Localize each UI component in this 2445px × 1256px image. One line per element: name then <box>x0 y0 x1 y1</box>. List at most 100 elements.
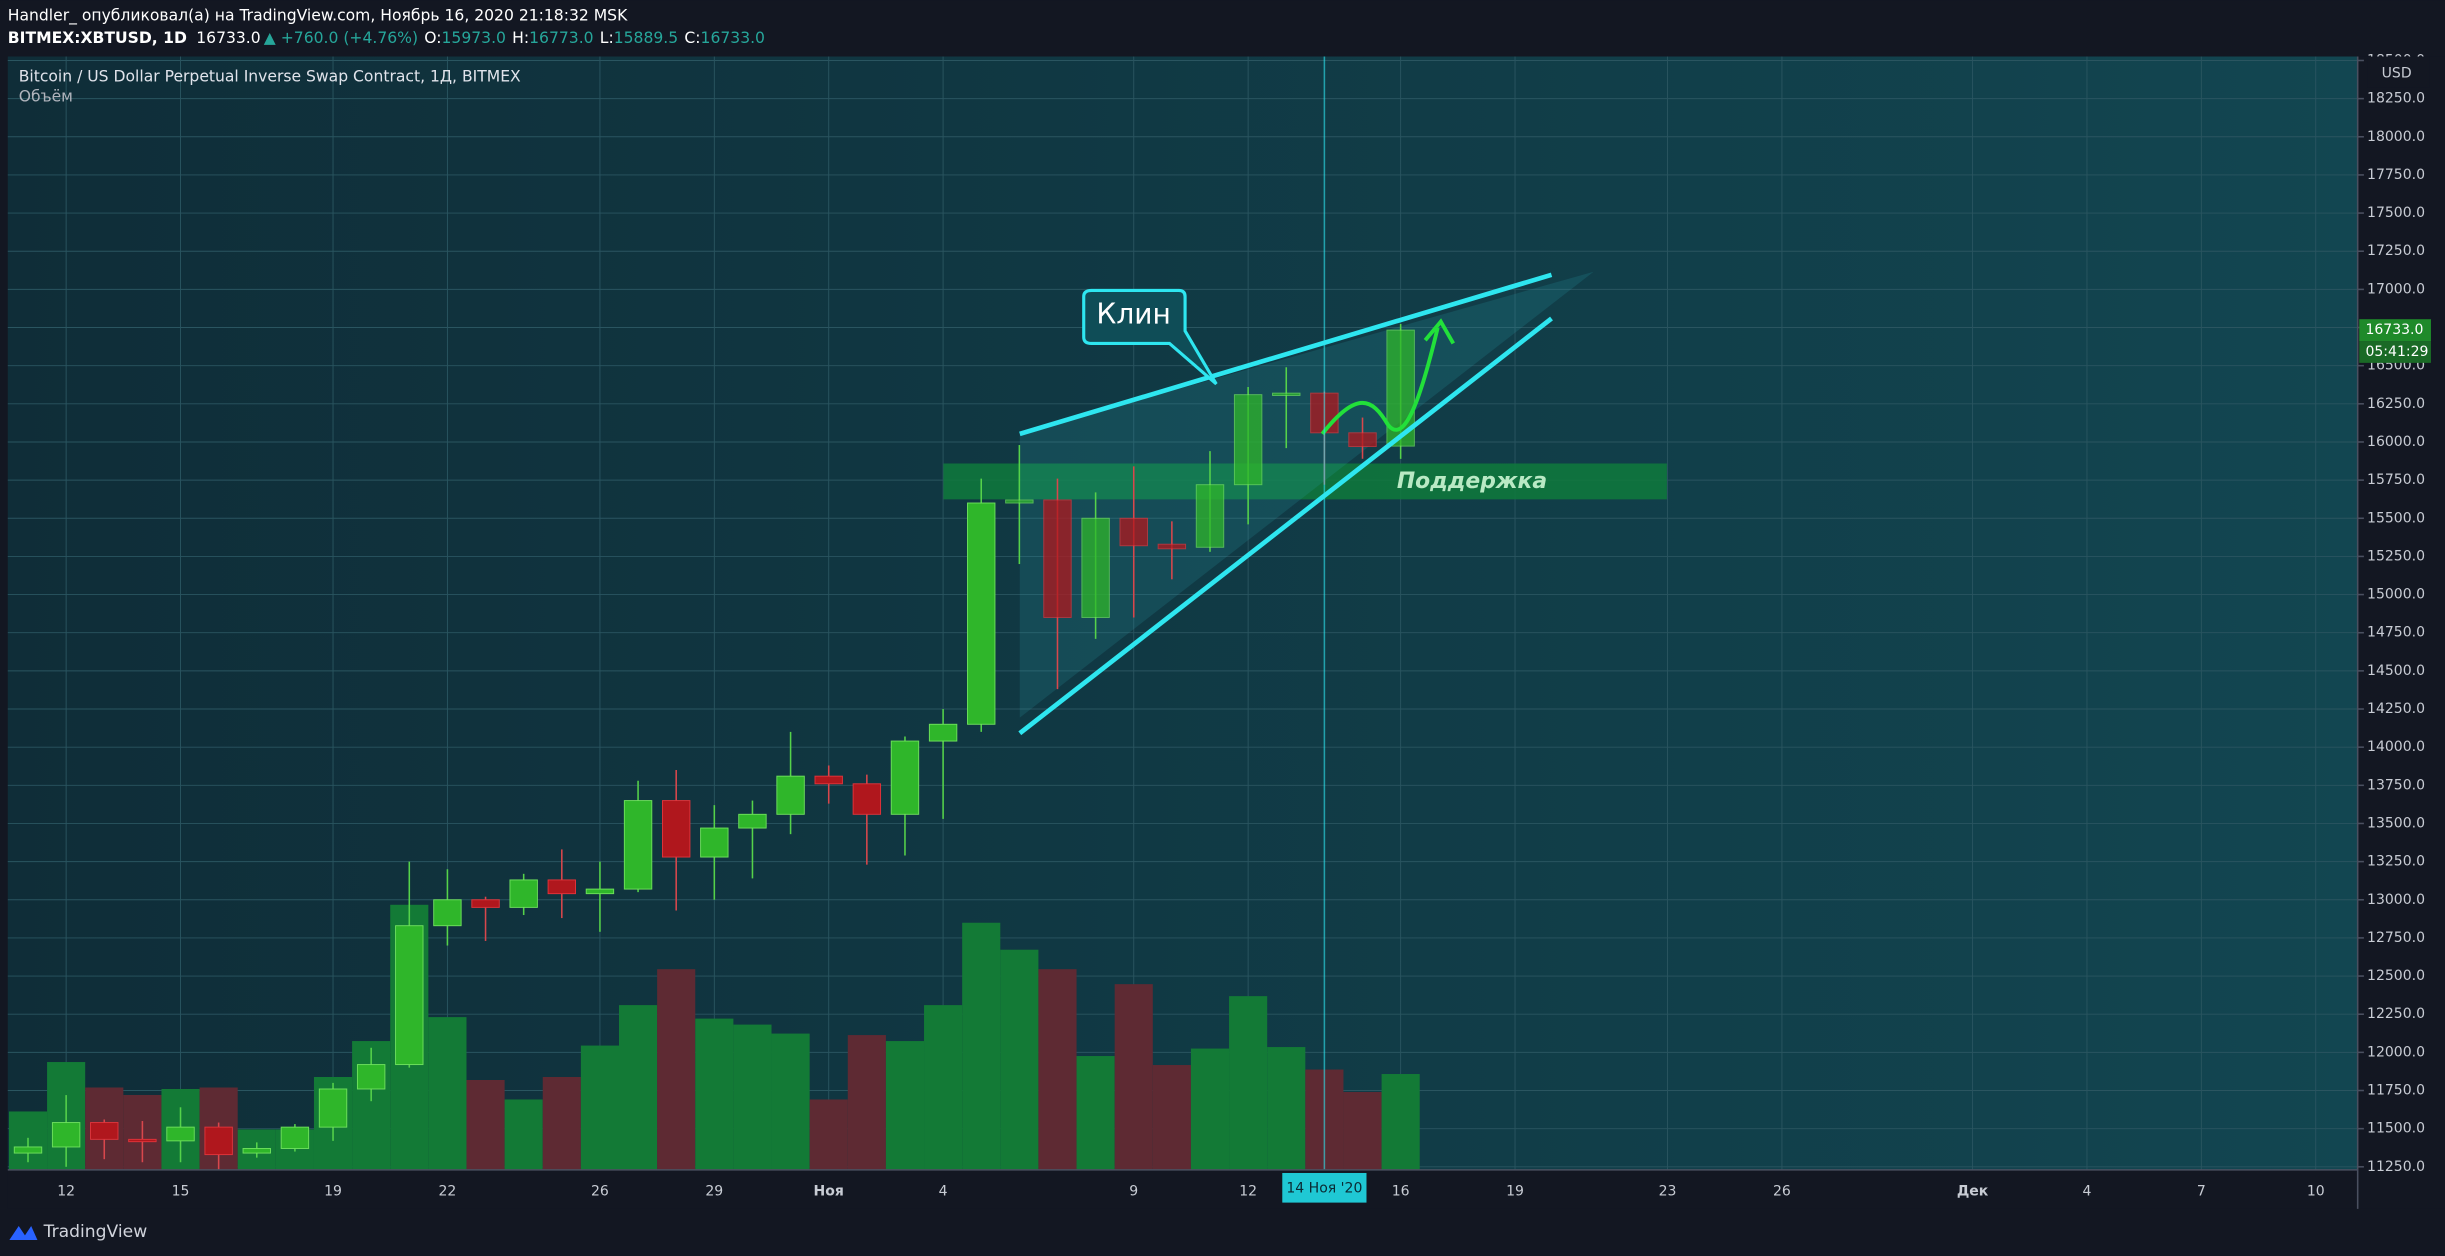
y-tick-label: 15500.0 <box>2367 510 2425 526</box>
chart-title: Bitcoin / US Dollar Perpetual Inverse Sw… <box>19 67 521 85</box>
volume-bar <box>580 1045 620 1170</box>
change: ▲ +760.0 (+4.76%) <box>264 28 418 46</box>
y-tick-label: 18250.0 <box>2367 91 2425 107</box>
candles <box>13 324 1415 1170</box>
volume-bar <box>619 1005 658 1170</box>
x-tick-label: 22 <box>439 1184 457 1200</box>
y-tick-label: 14250.0 <box>2367 701 2425 717</box>
y-tick-label: 13500.0 <box>2367 815 2425 831</box>
volume-bar <box>962 922 1001 1170</box>
candle-body <box>128 1138 157 1143</box>
x-tick-label: 4 <box>2083 1184 2092 1200</box>
x-tick-label: 26 <box>591 1184 609 1200</box>
x-tick-label: 23 <box>1659 1184 1677 1200</box>
x-tick-label: 4 <box>939 1184 948 1200</box>
time-axis <box>7 1169 2358 1209</box>
x-tick-label: 15 <box>172 1184 190 1200</box>
x-tick-label: 7 <box>2197 1184 2206 1200</box>
y-tick-label: 11250.0 <box>2367 1159 2425 1175</box>
y-tick-label: 15750.0 <box>2367 472 2425 488</box>
brand: TradingView <box>43 1222 148 1242</box>
arrow-head <box>1423 318 1455 345</box>
y-tick-label: 13750.0 <box>2367 777 2425 793</box>
candle-body <box>776 775 805 815</box>
projection-arrow <box>1320 327 1440 436</box>
candle-body <box>318 1088 348 1128</box>
x-tick-label: 19 <box>1506 1184 1524 1200</box>
x-tick-label: 29 <box>705 1184 723 1200</box>
volume-bar <box>504 1099 543 1170</box>
x-tick-label: 26 <box>1773 1184 1791 1200</box>
symbol: BITMEX:XBTUSD, 1D <box>8 28 187 46</box>
candle-body <box>1348 432 1377 448</box>
volume-bar <box>924 1005 963 1170</box>
support-label: Поддержка <box>1397 469 1547 494</box>
ohlc-label: O: <box>424 28 441 46</box>
currency: USD <box>2382 66 2412 82</box>
y-tick-label: 17250.0 <box>2367 243 2425 259</box>
volume-bar <box>1229 996 1268 1170</box>
volume-bar <box>1381 1074 1420 1170</box>
axes: 11250.0 11500.0 11750.0 12000.0 12250.0 12500… <box>57 52 2431 1203</box>
ohlc-label: C: <box>684 28 700 46</box>
volume-bar <box>1190 1048 1230 1170</box>
x-tick-label: 16 <box>1392 1184 1410 1200</box>
candle-body <box>242 1148 271 1154</box>
y-tick-label: 18000.0 <box>2367 129 2425 145</box>
ohlc-label: H: <box>512 28 529 46</box>
volume-title: Объём <box>19 88 73 106</box>
x-tick-label: Ноя <box>814 1184 844 1200</box>
candle-body <box>471 899 500 908</box>
volume-bar <box>1267 1047 1306 1170</box>
last: 16733.0 <box>196 28 260 46</box>
candle-body <box>51 1122 81 1148</box>
y-tick-label: 12250.0 <box>2367 1006 2425 1022</box>
ohlc-value: 16773.0 <box>529 28 593 46</box>
volume-bar <box>1343 1091 1382 1170</box>
volume-bar <box>428 1017 467 1170</box>
volume-bar <box>847 1035 886 1170</box>
candle-body <box>1119 517 1148 547</box>
y-tick-label: 14000.0 <box>2367 739 2425 755</box>
volume-bar <box>1038 969 1077 1170</box>
candle-body <box>356 1064 386 1090</box>
y-tick-label: 17500.0 <box>2367 205 2425 221</box>
last-price: 16733.0 <box>2365 322 2423 338</box>
candle-body <box>585 888 615 895</box>
ohlc-value: 15973.0 <box>442 28 506 46</box>
ohlc-value: 15889.5 <box>614 28 678 46</box>
candle-body <box>700 827 729 858</box>
candle-body <box>890 740 920 815</box>
candle-body <box>1272 392 1301 396</box>
ohlc: O:15973.0 H:16773.0 L:15889.5 C:16733.0 <box>424 28 765 46</box>
wedge-lower <box>1018 316 1553 736</box>
candle-body <box>814 775 843 785</box>
x-tick-label: Дек <box>1957 1184 1989 1200</box>
callout <box>1082 288 1218 386</box>
crosshair-box <box>1282 1172 1367 1203</box>
y-tick-label: 11500.0 <box>2367 1121 2425 1137</box>
volume-bar <box>657 969 696 1170</box>
y-tick-label: 11750.0 <box>2367 1083 2425 1099</box>
x-tick-label: 10 <box>2307 1184 2325 1200</box>
published: Handler_ опубликовал(а) на TradingView.c… <box>8 6 628 25</box>
candle-body <box>166 1126 195 1142</box>
y-tick-label: 13000.0 <box>2367 892 2425 908</box>
y-tick-label: 12000.0 <box>2367 1044 2425 1060</box>
volume-bar <box>1114 984 1153 1170</box>
volume-bar <box>885 1041 925 1170</box>
symbol-line: BITMEX:XBTUSD, 1D 16733.0 ▲ +760.0 (+4.76%… <box>8 28 765 46</box>
candle-body <box>433 899 462 927</box>
candle-body <box>967 502 996 725</box>
candle-body <box>395 925 424 1066</box>
last-price-box <box>2359 319 2431 342</box>
x-tick-label: 12 <box>57 1184 75 1200</box>
y-tick-label: 16000.0 <box>2367 434 2425 450</box>
candle-body <box>90 1122 119 1140</box>
candle-body <box>928 723 958 742</box>
x-tick-label: 12 <box>1239 1184 1257 1200</box>
countdown: 05:41:29 <box>2365 344 2428 360</box>
candle-body <box>280 1126 310 1149</box>
candle-body <box>204 1126 233 1156</box>
